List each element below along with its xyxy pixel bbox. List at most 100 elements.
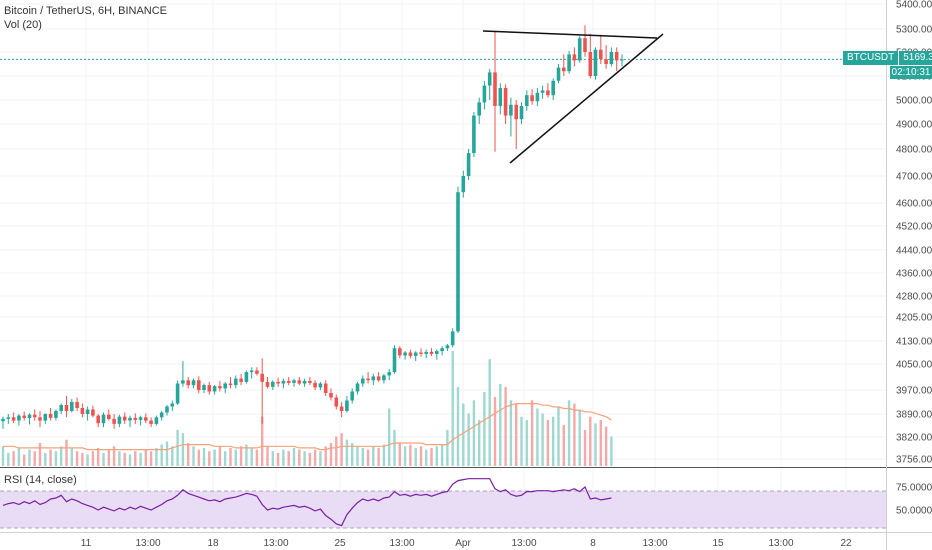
volume-bar [552,416,555,466]
rsi-band [0,491,886,528]
candle-body [403,352,407,356]
volume-bar [192,446,195,466]
volume-bar [261,416,264,466]
candle-body [239,378,243,382]
volume-bar [282,449,285,466]
candle-body [345,400,349,411]
volume-bar [12,451,15,466]
volume-bar [414,447,417,466]
volume-bar [499,383,502,466]
volume-bar [493,397,497,466]
volume-bar [292,447,296,466]
candle-body [424,351,428,354]
time-tick-label: 13:00 [511,538,536,549]
time-tick-label: 25 [334,538,346,549]
candle-body [302,380,307,384]
volume-bar [276,452,280,466]
volume-bar [525,420,528,466]
candle-body [107,414,111,419]
candle-body [75,402,79,408]
volume-bar [139,452,142,466]
candle-body [540,90,545,93]
candle-body [96,415,100,424]
candle-body [308,380,312,383]
candle-body [128,417,132,421]
candle-body [445,345,450,349]
volume-bar [541,413,544,466]
symbol-label: BTCUSDT [843,51,899,65]
price-tick-label: 4205.00 [896,313,932,324]
candle-body [170,403,175,407]
candle-body [429,351,434,354]
candle-body [159,412,164,418]
volume-bar [239,446,243,466]
price-tick-label: 4700.00 [896,172,932,183]
volume-bar [430,447,433,466]
volume-bar [86,454,89,466]
volume-bar [7,452,10,466]
volume-bar [70,447,73,466]
candle-body [456,192,460,332]
candle-body [339,406,344,411]
volume-bar [324,446,327,466]
candle-body [297,380,302,384]
candle-body [318,383,323,388]
triangle-upper-trendline[interactable] [482,30,658,39]
candle-body [519,106,524,120]
candle-body [186,380,190,386]
candle-body [175,383,180,404]
candle-body [165,406,169,413]
volume-bar [97,447,100,466]
volume-bar [224,451,227,466]
volume-bar [17,447,21,466]
candle-body [450,331,455,346]
volume-bar [171,446,174,466]
candle-body [265,381,270,387]
price-tick-label: 3820.00 [896,433,932,444]
candle-body [1,418,5,422]
volume-indicator-label[interactable]: Vol (20) [4,19,42,31]
candle-body [54,411,58,418]
volume-bar [515,403,518,466]
volume-bar [440,444,444,466]
candle-body [117,416,122,424]
candle-body [567,54,571,72]
rsi-axis: 75.0000 50.0000 [896,483,932,517]
candle-body [101,414,106,424]
volume-bar [298,449,301,466]
volume-bar [44,452,47,466]
volume-bar [128,454,132,466]
time-axis[interactable]: 11 13:00 18 13:00 25 13:00 Apr 13:00 8 13:00 15 13:… [81,538,852,549]
triangle-lower-trendline[interactable] [509,33,664,164]
candle-body [32,414,37,418]
volume-bar [60,446,63,466]
candle-body [562,67,566,72]
time-tick-label: 22 [840,538,852,549]
volume-bar [467,413,470,466]
candle-body [503,88,508,116]
rsi-tick-label: 75.0000 [896,483,932,494]
candle-body [435,351,439,354]
candle-body [38,417,42,421]
candle-body [530,95,534,102]
time-tick-label: Apr [455,538,471,549]
volume-bar [345,439,349,466]
rsi-indicator-label[interactable]: RSI (14, close) [4,474,77,486]
volume-bar [583,429,587,466]
candle-body [535,92,540,102]
volume-bar [409,444,412,466]
candle-body [112,418,116,424]
volume-bar [197,449,200,466]
candle-body [419,352,423,354]
candle-body [207,385,212,392]
candle-body [218,386,222,389]
candle-body [80,408,85,414]
volume-bar [340,433,343,466]
candle-body [292,380,296,383]
time-tick-label: 11 [81,538,92,549]
candle-body [17,415,21,421]
candle-body [577,38,582,61]
candle-body [440,348,444,352]
volume-bar [472,400,476,466]
